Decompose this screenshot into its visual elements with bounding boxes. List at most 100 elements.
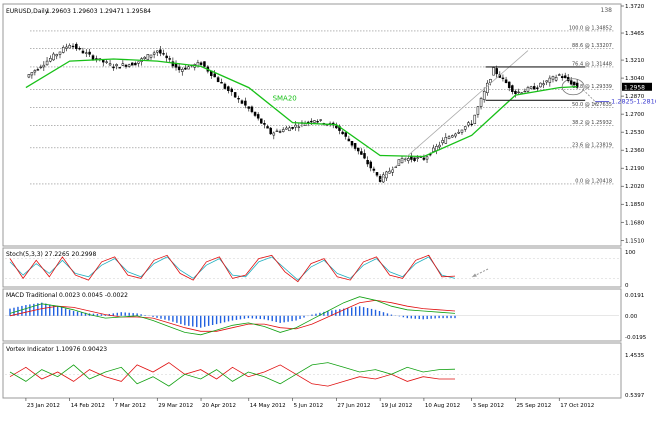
macd-histogram-bar <box>359 306 360 316</box>
candle-down <box>244 101 246 105</box>
x-tick-label: 19 Jul 2012 <box>381 403 412 409</box>
candle-up <box>474 115 476 124</box>
candle-up <box>156 51 158 52</box>
candle-up <box>448 137 450 139</box>
price-tick-label: 1.1680 <box>625 220 645 226</box>
macd-histogram-bar <box>419 316 420 319</box>
macd-histogram-bar <box>164 316 165 320</box>
candle-up <box>153 53 155 55</box>
macd-histogram-bar <box>434 316 435 319</box>
macd-histogram-bar <box>128 313 129 316</box>
candle-up <box>464 127 466 130</box>
macd-histogram-bar <box>371 309 372 316</box>
macd-histogram-bar <box>224 316 225 323</box>
macd-histogram-bar <box>248 316 249 318</box>
candle-up <box>85 53 87 54</box>
candle-up <box>56 54 58 55</box>
candle-down <box>248 107 250 109</box>
candle-up <box>122 64 124 66</box>
macd-histogram-bar <box>415 316 416 319</box>
macd-histogram-bar <box>403 316 404 317</box>
macd-histogram-bar <box>454 316 455 318</box>
candle-up <box>489 79 491 82</box>
candle-down <box>354 143 356 148</box>
macd-histogram-bar <box>423 316 424 320</box>
candle-down <box>505 80 507 83</box>
price-tick-label: 1.3210 <box>625 58 645 64</box>
candle-down <box>351 141 353 145</box>
macd-histogram-bar <box>383 312 384 316</box>
price-tick-label: 1.2190 <box>625 166 645 172</box>
candle-down <box>342 132 344 134</box>
price-tick-label: 1.3720 <box>625 4 645 10</box>
candle-down <box>414 158 416 161</box>
candle-down <box>131 63 133 65</box>
x-tick-label: 3 Sep 2012 <box>473 403 504 409</box>
price-tick-label: 1.2020 <box>625 184 645 190</box>
macd-histogram-bar <box>45 304 46 316</box>
macd-histogram-bar <box>442 316 443 318</box>
macd-histogram-bar <box>339 309 340 316</box>
candle-down <box>267 126 269 128</box>
candle-down <box>370 162 372 168</box>
price-tick-label: 1.2360 <box>625 148 645 154</box>
candle-down <box>270 128 272 134</box>
macd-histogram-bar <box>240 316 241 320</box>
macd-histogram-bar <box>450 316 451 318</box>
macd-histogram-bar <box>152 316 153 317</box>
candle-down <box>423 158 425 160</box>
candle-down <box>564 76 566 78</box>
candle-up <box>28 74 30 77</box>
candle-down <box>102 60 104 62</box>
candle-down <box>279 132 281 133</box>
candle-down <box>227 87 229 91</box>
macd-histogram-bar <box>200 316 201 328</box>
candle-up <box>40 67 42 68</box>
macd-histogram-bar <box>426 316 427 319</box>
candle-up <box>49 58 51 61</box>
price-tick-label: 1.1510 <box>625 238 645 244</box>
candle-down <box>363 153 365 158</box>
x-tick-label: 10 Aug 2012 <box>425 403 460 409</box>
candle-down <box>231 89 233 92</box>
macd-histogram-bar <box>192 316 193 327</box>
fib-level-label: 88.6 @ 1.33207 <box>572 43 612 49</box>
macd-histogram-bar <box>208 316 209 326</box>
macd-histogram-bar <box>101 314 102 315</box>
x-tick-label: 27 Jun 2012 <box>337 403 370 409</box>
macd-histogram-bar <box>57 306 58 316</box>
x-tick-label: 29 Mar 2012 <box>158 403 193 409</box>
candle-up <box>455 134 457 136</box>
macd-histogram-bar <box>132 313 133 316</box>
candle-down <box>214 74 216 77</box>
candle-down <box>310 121 312 122</box>
candle-down <box>292 127 294 128</box>
macd-histogram-bar <box>283 316 284 323</box>
candle-up <box>480 98 482 106</box>
macd-histogram-bar <box>256 316 257 319</box>
candle-down <box>561 76 563 77</box>
fib-top-label: 138 <box>601 7 613 14</box>
macd-histogram-bar <box>264 316 265 320</box>
candle-up <box>65 47 67 49</box>
candle-up <box>106 62 108 63</box>
macd-histogram-bar <box>347 308 348 316</box>
macd-histogram-bar <box>73 311 74 316</box>
candle-down <box>335 126 337 128</box>
macd-histogram-bar <box>184 316 185 326</box>
candle-up <box>442 140 444 143</box>
macd-histogram-bar <box>144 315 145 316</box>
candle-down <box>75 44 77 49</box>
macd-histogram-bar <box>391 315 392 316</box>
symbol-caption: EURUSD,Daily <box>6 8 49 15</box>
candle-down <box>536 88 538 89</box>
candle-up <box>276 131 278 132</box>
candle-up <box>59 52 61 54</box>
price-tick-label: 1.2870 <box>625 94 645 100</box>
candle-up <box>407 158 409 160</box>
candle-down <box>200 63 202 65</box>
candle-up <box>109 64 111 65</box>
candle-down <box>169 59 171 60</box>
macd-histogram-bar <box>375 310 376 316</box>
macd-histogram-bar <box>49 304 50 315</box>
